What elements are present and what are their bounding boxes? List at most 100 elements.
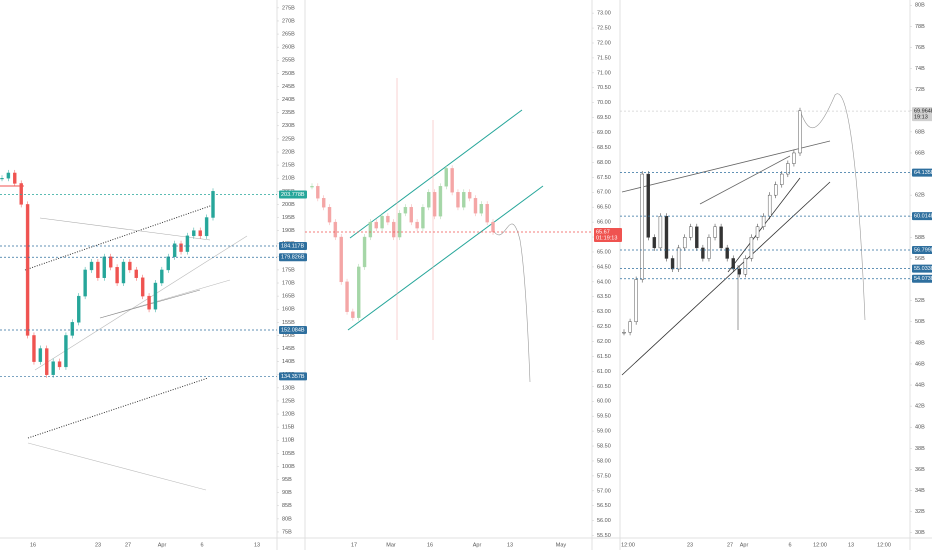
y-tick-label: 72B — [915, 87, 925, 93]
y-tick-label: 50B — [915, 319, 925, 325]
candle — [755, 226, 760, 238]
candle — [70, 322, 75, 336]
price-tag-box — [594, 227, 622, 242]
candle — [473, 198, 478, 214]
price-tag-box — [912, 264, 932, 273]
y-tick-label: 30B — [915, 530, 925, 536]
candle — [798, 110, 802, 154]
price-tag-sublabel: 19:13 — [914, 115, 928, 121]
candle — [403, 206, 408, 214]
y-tick-label: 73.00 — [597, 11, 611, 17]
y-tick-label: 62.00 — [597, 339, 611, 345]
candle — [438, 186, 443, 217]
price-tag: 203.778B — [279, 190, 307, 199]
candle — [713, 226, 717, 238]
price-tag-label: 54.073B — [914, 276, 932, 282]
x-tick-label: 16 — [427, 542, 433, 548]
candle — [179, 243, 183, 252]
y-tick-label: 105B — [282, 451, 295, 457]
y-tick-label: 44B — [915, 382, 925, 388]
y-tick-label: 170B — [282, 280, 295, 286]
candle — [444, 168, 448, 187]
y-tick-label: 220B — [282, 149, 295, 155]
y-tick-label: 245B — [282, 84, 295, 90]
y-tick-label: 78B — [915, 24, 925, 30]
candle — [0, 177, 4, 180]
x-tick-label: Apr — [740, 542, 749, 548]
candle — [397, 212, 402, 238]
x-tick-label: 6 — [788, 542, 791, 548]
candle — [310, 186, 314, 188]
y-tick-label: 59.50 — [597, 414, 611, 420]
y-tick-label: 90B — [282, 490, 292, 496]
candle — [731, 258, 735, 270]
candle — [64, 335, 68, 368]
price-tag-sublabel: 01:19:13 — [596, 235, 617, 241]
candle — [761, 216, 766, 228]
candle — [427, 192, 431, 208]
y-tick-label: 61.00 — [597, 369, 611, 375]
candle — [695, 226, 699, 249]
candle — [392, 221, 396, 238]
candle — [682, 237, 687, 249]
price-tag-box — [279, 253, 307, 262]
candle — [339, 236, 343, 283]
y-tick-label: 140B — [282, 359, 295, 365]
candle — [658, 216, 663, 249]
candle — [386, 215, 390, 223]
candle — [628, 321, 632, 333]
candle — [19, 183, 23, 205]
x-tick-label: 13 — [254, 542, 260, 548]
y-tick-label: 62B — [915, 193, 925, 199]
y-tick-label: 34B — [915, 488, 925, 494]
candle — [51, 361, 55, 375]
x-tick-label: 13 — [507, 542, 513, 548]
y-tick-label: 215B — [282, 163, 295, 169]
price-tag: 184.117B — [279, 242, 307, 251]
y-tick-label: 57.00 — [597, 488, 611, 494]
price-tag-label: 69.964B — [914, 109, 932, 115]
y-tick-label: 62.50 — [597, 324, 611, 330]
price-tag: 56.799B — [912, 246, 932, 255]
y-tick-label: 115B — [282, 425, 295, 431]
x-tick-label: 12:00 — [621, 542, 635, 548]
y-tick-label: 80B — [915, 3, 925, 9]
candle — [749, 237, 754, 259]
candle — [185, 235, 190, 252]
y-tick-label: 255B — [282, 58, 295, 64]
candle — [38, 348, 43, 362]
candle — [25, 204, 30, 336]
candle — [689, 226, 693, 238]
candle — [786, 163, 790, 175]
y-tick-label: 56.00 — [597, 518, 611, 524]
candle — [421, 206, 425, 229]
candle — [362, 236, 367, 268]
y-tick-label: 64.00 — [597, 279, 611, 285]
y-tick-label: 66B — [915, 150, 925, 156]
candle — [479, 204, 484, 214]
price-tag: 55.033B — [912, 264, 932, 273]
candle — [153, 282, 158, 310]
candle — [211, 191, 215, 218]
y-tick-label: 71.50 — [597, 55, 611, 61]
y-tick-label: 32B — [915, 509, 925, 515]
candle — [409, 206, 413, 223]
y-tick-label: 95B — [282, 477, 292, 483]
price-tag-label: 152.084B — [281, 327, 305, 333]
y-tick-label: 55.50 — [597, 533, 611, 539]
x-tick-label: 13 — [848, 542, 854, 548]
y-tick-label: 40B — [915, 425, 925, 431]
candle — [670, 258, 675, 270]
price-tag-label: 55.033B — [914, 266, 932, 272]
candle — [83, 269, 87, 297]
candle — [13, 172, 17, 184]
candle — [462, 192, 466, 208]
y-tick-label: 275B — [282, 5, 295, 11]
x-tick-label: 23 — [95, 542, 101, 548]
candle — [6, 172, 11, 179]
candle — [77, 295, 81, 323]
price-tag-label: 64.135B — [914, 170, 932, 176]
